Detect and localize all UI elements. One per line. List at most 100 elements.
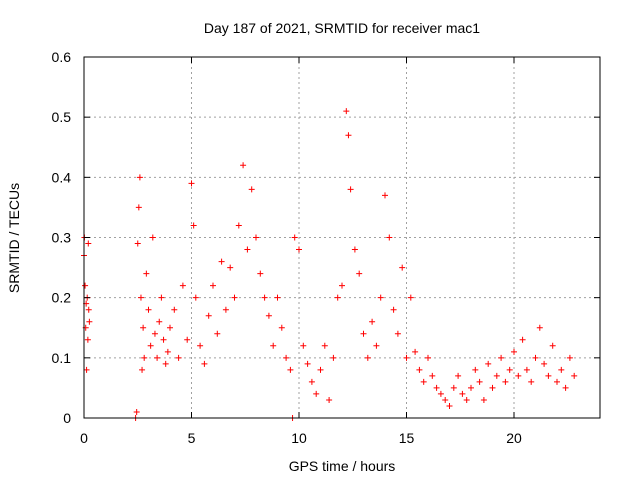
data-point (86, 318, 93, 325)
data-point (137, 294, 144, 301)
data-point (425, 354, 431, 361)
data-point (321, 342, 328, 349)
x-tick-label: 20 (506, 430, 522, 446)
data-point (455, 372, 462, 379)
x-axis-label: GPS time / hours (289, 458, 396, 474)
data-point (545, 372, 552, 379)
data-point (253, 234, 259, 241)
data-point (345, 132, 352, 139)
axis-ticks: 0 0.1 0.2 0.3 0.4 0.5 0.6 0 5 10 15 20 (52, 49, 600, 446)
data-point (549, 342, 556, 349)
data-point (83, 366, 90, 373)
data-point (270, 342, 277, 349)
data-point (304, 360, 311, 367)
data-point (85, 306, 92, 313)
data-point (394, 330, 401, 337)
data-point (480, 396, 487, 403)
data-point (308, 378, 315, 385)
data-point (390, 306, 397, 313)
x-tick-label: 0 (80, 430, 88, 446)
y-tick-label: 0.5 (52, 109, 72, 125)
data-point (175, 354, 182, 361)
data-point (412, 348, 419, 355)
data-point (566, 354, 573, 361)
data-point (459, 390, 466, 397)
data-point (235, 222, 242, 229)
data-point (489, 384, 496, 391)
data-point (171, 306, 178, 313)
y-tick-label: 0 (63, 410, 71, 426)
data-point (283, 354, 290, 361)
data-point (433, 384, 440, 391)
data-point (197, 342, 204, 349)
data-point (506, 366, 513, 373)
data-point (343, 108, 350, 115)
data-point (210, 282, 216, 289)
data-point (399, 264, 406, 271)
y-tick-label: 0.3 (52, 230, 72, 246)
data-point (240, 162, 247, 169)
data-point (291, 234, 298, 241)
data-point (190, 222, 197, 229)
data-point (313, 390, 320, 397)
data-point (261, 294, 268, 301)
data-point (140, 324, 147, 331)
data-point (149, 234, 156, 241)
data-point (472, 366, 479, 373)
data-point (334, 294, 341, 301)
y-axis-label: SRMTID / TECUs (6, 183, 22, 293)
y-tick-label: 0.4 (52, 169, 72, 185)
data-point (437, 390, 444, 397)
data-point (164, 348, 171, 355)
data-point (360, 330, 367, 337)
data-point (214, 330, 221, 337)
data-point (450, 384, 457, 391)
data-point (135, 204, 142, 211)
data-point (192, 294, 199, 301)
data-point (429, 372, 436, 379)
data-point (485, 360, 492, 367)
y-tick-label: 0.1 (52, 350, 72, 366)
data-point (326, 396, 333, 403)
data-point (145, 306, 152, 313)
data-point (160, 336, 167, 343)
data-point (257, 270, 264, 277)
data-point (265, 312, 272, 319)
data-point (339, 282, 345, 289)
data-point (85, 240, 92, 247)
data-point (528, 378, 535, 385)
data-point (274, 294, 281, 301)
grid-lines (84, 57, 600, 418)
plot-frame (83, 56, 601, 419)
data-point (476, 378, 483, 385)
data-point (347, 186, 354, 193)
data-point (502, 378, 509, 385)
data-point (156, 318, 163, 325)
data-point (134, 240, 141, 247)
y-tick-label: 0.2 (52, 290, 72, 306)
data-point (136, 174, 143, 181)
data-point (317, 366, 324, 373)
x-tick-label: 5 (188, 430, 196, 446)
data-point (351, 246, 358, 253)
data-point (179, 282, 186, 289)
data-point (248, 186, 255, 193)
chart-title: Day 187 of 2021, SRMTID for receiver mac… (204, 20, 480, 36)
data-point (571, 372, 578, 379)
data-point (222, 306, 229, 313)
data-point (536, 324, 543, 331)
data-point (498, 354, 505, 361)
data-point (139, 366, 146, 373)
data-point (296, 246, 302, 253)
data-point (231, 294, 238, 301)
data-point (151, 330, 158, 337)
data-point (562, 384, 569, 391)
x-tick-label: 10 (291, 430, 307, 446)
data-point (532, 354, 539, 361)
data-point (446, 402, 453, 409)
data-point (143, 270, 150, 277)
data-point (416, 366, 423, 373)
data-point (519, 336, 526, 343)
data-point (386, 234, 393, 241)
